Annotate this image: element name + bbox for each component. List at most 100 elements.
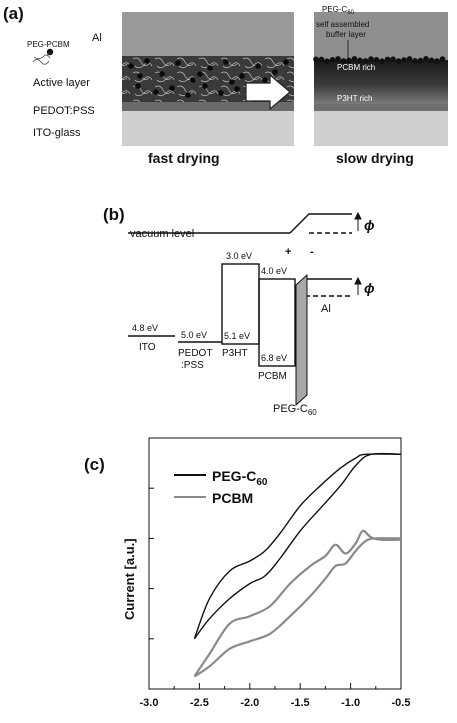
x-tick-label: -0.5 — [392, 697, 411, 709]
slow-ito-layer — [314, 111, 448, 146]
pcbm-particle — [255, 63, 261, 69]
label-pedot: PEDOT:PSS — [33, 105, 95, 117]
x-tick-label: -2.5 — [190, 697, 209, 709]
buffer-particle — [324, 58, 330, 64]
slow-active-layer — [314, 60, 448, 104]
buffer-particle — [406, 56, 413, 62]
panel-c-label: (c) — [84, 455, 105, 474]
peg-pcbm-molecule-icon — [32, 48, 54, 65]
pcbm-particle — [169, 85, 175, 91]
buffer-particle — [318, 56, 325, 63]
p3ht-homo: 5.1 eV — [224, 331, 250, 341]
legend-label-peg-c60: PEG-C60 — [212, 468, 268, 488]
pcbm-particle — [190, 77, 196, 83]
buffer-particle — [329, 57, 336, 63]
buffer-particle — [362, 58, 369, 64]
buffer-particle — [357, 57, 363, 64]
buffer-particle — [417, 57, 424, 64]
annot-pcbm-rich: PCBM rich — [337, 63, 375, 72]
buffer-particle — [395, 58, 402, 64]
ito-name: ITO — [139, 342, 156, 353]
pedot-name-2: :PSS — [181, 360, 204, 371]
panel-a-label: (a) — [3, 4, 24, 23]
peg-c60-name: PEG-C60 — [273, 403, 317, 417]
p3ht-name: P3HT — [222, 348, 248, 359]
pcbm-particle — [128, 63, 134, 69]
pcbm-homo: 6.8 eV — [261, 353, 287, 363]
chart-legend: PEG-C60 PCBM — [174, 468, 268, 506]
buffer-particle — [368, 56, 374, 62]
caption-slow-drying: slow drying — [336, 150, 414, 166]
x-tick-label: -1.5 — [291, 697, 310, 709]
dipole-plus: + — [285, 246, 291, 258]
energy-diagram-lines — [128, 213, 352, 367]
buffer-particle — [373, 57, 380, 63]
fast-pedot-layer — [122, 102, 294, 111]
fast-al-layer — [122, 12, 294, 56]
pcbm-particle — [135, 83, 141, 89]
x-tick-label: -3.0 — [140, 697, 159, 709]
pcbm-particle — [239, 73, 245, 79]
buffer-particle — [379, 58, 385, 64]
x-tick-labels: -3.0 -2.5 -2.0 -1.5 -1.0 -0.5 — [140, 697, 411, 709]
pedot-name-1: PEDOT — [178, 348, 212, 359]
buffer-particle — [346, 57, 352, 64]
caption-fast-drying: fast drying — [148, 150, 220, 166]
legend-peg-pcbm: PEG-PCBM — [27, 40, 70, 49]
annot-p3ht-rich: P3HT rich — [337, 94, 372, 103]
pcbm-particle — [137, 73, 143, 79]
right-arrow-icon — [245, 73, 291, 111]
buffer-particle — [351, 56, 358, 62]
label-active-layer: Active layer — [33, 77, 90, 89]
slow-drying-stack — [313, 12, 448, 146]
annot-peg-c60: PEG-C60 — [322, 5, 355, 16]
buffer-particle — [340, 58, 347, 64]
buffer-particle — [434, 58, 440, 64]
pcbm-particle — [144, 58, 150, 64]
buffer-particle — [439, 56, 446, 62]
phi-arrow-upper-icon — [354, 211, 362, 231]
label-ito-glass: ITO-glass — [33, 127, 81, 139]
y-axis-label: Current [a.u.] — [122, 538, 137, 620]
fast-ito-layer — [122, 111, 294, 146]
buffer-particle — [335, 56, 341, 62]
x-tick-label: -1.0 — [341, 697, 360, 709]
series-peg-c60-forward-line — [193, 453, 402, 640]
pcbm-box — [258, 278, 296, 367]
pcbm-particle — [207, 65, 213, 71]
series-pcbm-reverse-line — [193, 537, 402, 678]
pcbm-particle — [202, 83, 208, 89]
annot-buffer-layer: buffer layer — [326, 30, 366, 39]
legend-label-pcbm: PCBM — [212, 490, 253, 506]
buffer-layer-particles — [313, 56, 446, 64]
pcbm-particle — [218, 90, 224, 96]
dipole-minus: - — [310, 246, 314, 258]
buffer-particle — [428, 57, 435, 64]
buffer-particle — [384, 56, 391, 63]
slow-al-layer — [314, 12, 448, 60]
pcbm-particle — [272, 69, 278, 75]
ito-value: 4.8 eV — [132, 323, 158, 333]
series-peg-c60-reverse-line — [193, 452, 402, 640]
buffer-particle — [313, 56, 319, 63]
pedot-value: 5.0 eV — [181, 330, 207, 340]
pcbm-particle — [223, 59, 229, 65]
p3ht-lumo: 3.0 eV — [226, 251, 252, 261]
buffer-particle — [423, 56, 429, 62]
pcbm-particle — [185, 92, 191, 98]
x-tick-label: -2.0 — [240, 697, 259, 709]
slow-pedot-layer — [314, 104, 448, 111]
phi-upper: ϕ — [364, 217, 375, 233]
pcbm-particle — [159, 71, 165, 77]
pcbm-particle — [234, 86, 240, 92]
cv-chart: -3.0 -2.5 -2.0 -1.5 -1.0 -0.5 Current [a.u.] … — [122, 437, 411, 709]
pcbm-name: PCBM — [258, 371, 287, 382]
pcbm-particle — [283, 59, 289, 65]
vacuum-level-label: vacuum level — [130, 228, 194, 240]
series-pcbm-forward-line — [193, 529, 402, 678]
vacuum-shift-line — [289, 213, 352, 234]
al-name: Al — [321, 303, 331, 315]
pcbm-particle — [262, 77, 268, 83]
peg-c60-layer — [295, 273, 308, 407]
